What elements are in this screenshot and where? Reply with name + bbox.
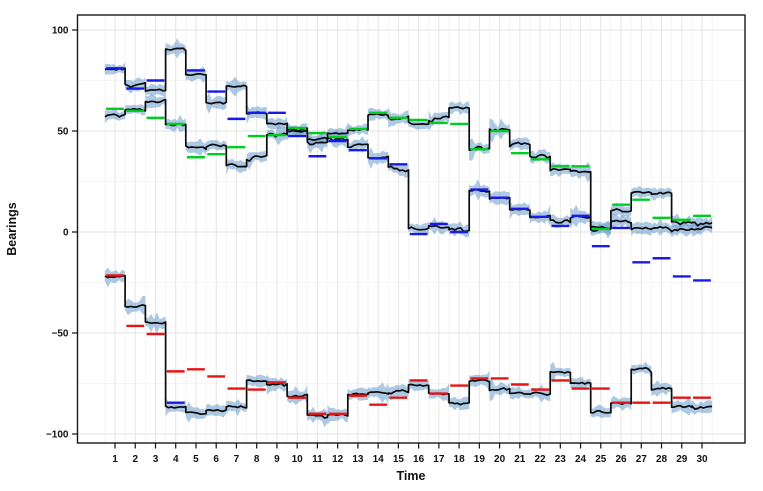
x-tick-label: 14 [373, 454, 385, 465]
x-tick-label: 18 [454, 454, 466, 465]
x-tick-label: 7 [234, 454, 240, 465]
x-tick-label: 29 [676, 454, 688, 465]
x-tick-label: 22 [535, 454, 547, 465]
x-tick-label: 26 [615, 454, 627, 465]
target-3-measured-bearings [106, 274, 711, 415]
x-tick-label: 2 [132, 454, 138, 465]
x-tick-label: 8 [254, 454, 260, 465]
target-2-estimate [104, 98, 713, 230]
x-tick-label: 1 [112, 454, 118, 465]
x-tick-label: 12 [332, 454, 344, 465]
x-tick-label: 5 [193, 454, 199, 465]
y-tick-label: 100 [52, 26, 69, 37]
x-tick-label: 23 [555, 454, 567, 465]
x-tick-label: 24 [575, 454, 587, 465]
x-tick-label: 27 [636, 454, 648, 465]
y-tick-label: −50 [52, 329, 69, 340]
x-tick-label: 6 [213, 454, 219, 465]
x-tick-label: 3 [153, 454, 159, 465]
y-axis-title: Bearings [5, 202, 19, 256]
target-2-measured-bearings [106, 107, 711, 231]
x-tick-label: 30 [696, 454, 708, 465]
x-tick-label: 11 [312, 454, 323, 465]
panel-border [76, 14, 746, 444]
x-tick-label: 25 [595, 454, 607, 465]
x-tick-label: 21 [514, 454, 526, 465]
x-tick-label: 20 [494, 454, 506, 465]
target-3-estimate [104, 274, 713, 419]
y-tick-label: 50 [57, 127, 69, 138]
x-tick-label: 17 [433, 454, 445, 465]
x-tick-label: 10 [292, 454, 304, 465]
target-1-measured-bearings [106, 67, 711, 404]
x-tick-label: 13 [352, 454, 364, 465]
y-tick-label: 0 [63, 228, 69, 239]
target-3-estimate-ribbon [104, 267, 713, 428]
x-tick-label: 16 [413, 454, 425, 465]
y-tick-label: −100 [46, 430, 69, 441]
x-tick-label: 28 [656, 454, 668, 465]
x-axis-title: Time [397, 469, 426, 483]
x-tick-label: 15 [393, 454, 405, 465]
x-tick-label: 19 [474, 454, 486, 465]
x-tick-label: 4 [173, 454, 179, 465]
x-tick-label: 9 [274, 454, 280, 465]
chart-series [104, 38, 713, 428]
